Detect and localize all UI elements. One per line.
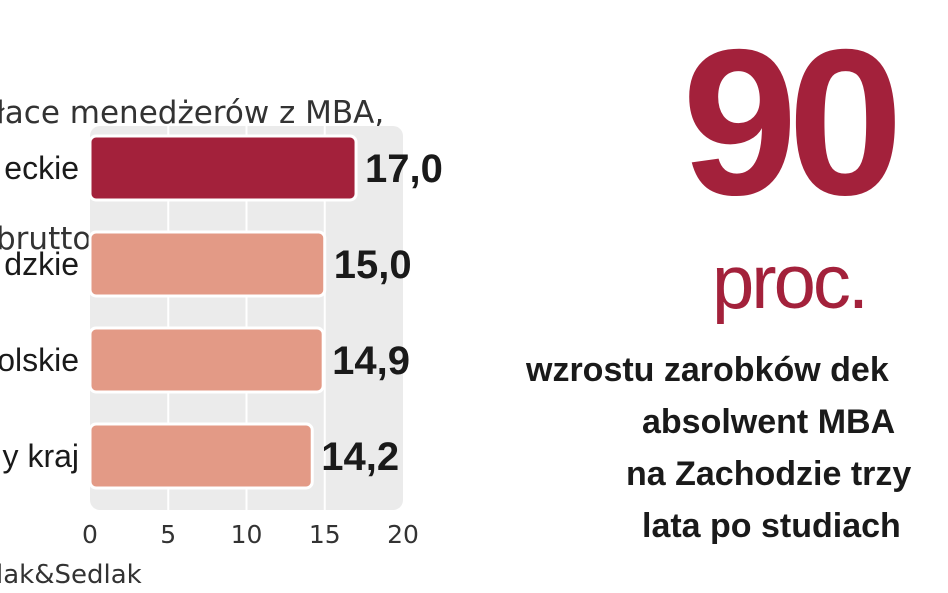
bar-chart: 0 5 10 15 20 eckie 17,0 dzkie 15,0 olskie 14,9 y kr… bbox=[0, 126, 443, 549]
x-tick-label: 5 bbox=[160, 520, 176, 549]
x-tick-label: 10 bbox=[231, 520, 263, 549]
chart-title-line-1: łace menedżerów z MBA, bbox=[0, 95, 385, 131]
callout-caption-line-1: wzrostu zarobków dek bbox=[526, 351, 889, 389]
chart-title-line-2: brutto bbox=[0, 221, 92, 257]
value-label: 15,0 bbox=[334, 243, 412, 287]
bar bbox=[88, 230, 327, 298]
category-label: y kraj bbox=[3, 438, 79, 474]
value-label: 14,9 bbox=[332, 339, 410, 383]
callout-unit: proc. bbox=[712, 240, 869, 325]
chart-title: łace menedżerów z MBA, brutto bbox=[0, 8, 384, 302]
callout-caption-line-3: na Zachodzie trzy bbox=[626, 455, 912, 493]
value-label: 14,2 bbox=[321, 435, 399, 479]
value-label: 17,0 bbox=[365, 147, 443, 191]
source-note: lak&Sedlak bbox=[0, 560, 142, 590]
bar bbox=[88, 326, 325, 394]
x-tick-label: 0 bbox=[82, 520, 98, 549]
callout-number: 90 bbox=[682, 7, 903, 239]
x-tick-label: 15 bbox=[309, 520, 341, 549]
labels: 0 5 10 15 20 eckie 17,0 dzkie 15,0 olskie 14,9 y kr… bbox=[0, 147, 443, 549]
category-label: eckie bbox=[4, 150, 79, 186]
bar bbox=[88, 134, 358, 202]
bars bbox=[88, 134, 358, 490]
category-label: olskie bbox=[0, 342, 79, 378]
x-tick-label: 20 bbox=[387, 520, 419, 549]
callout-caption-line-4: lata po studiach bbox=[642, 507, 901, 545]
bar bbox=[88, 422, 314, 490]
category-label: dzkie bbox=[4, 246, 79, 282]
callout-caption-line-2: absolwent MBA bbox=[642, 403, 896, 441]
callout-caption: wzrostu zarobków dek absolwent MBA na Za… bbox=[524, 344, 948, 552]
